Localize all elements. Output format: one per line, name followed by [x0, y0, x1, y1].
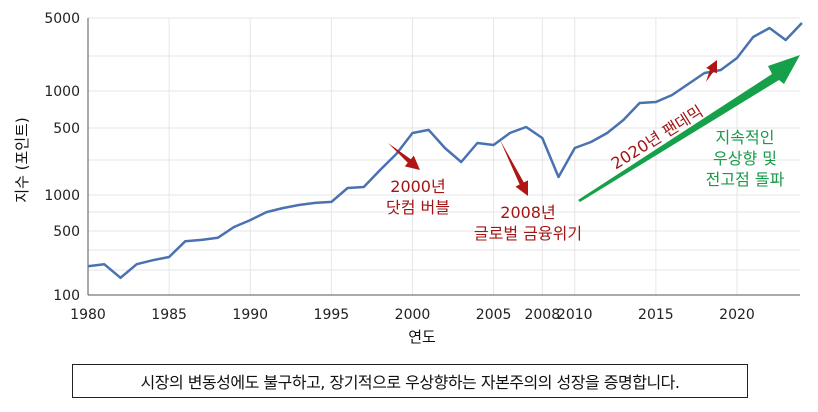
annotation-text: 2020년 팬데믹: [608, 102, 707, 174]
arrow-dotcom-icon: [388, 143, 420, 170]
x-tick-label: 2010: [557, 307, 593, 323]
x-tick-label: 1980: [70, 307, 106, 323]
annotation-text: 2008년: [500, 203, 555, 222]
annotation-text: 전고점 돌파: [706, 170, 785, 189]
y-axis-label: 지수 (포인트): [13, 117, 31, 202]
y-tick-label: 5000: [44, 11, 80, 27]
y-tick-label: 1000: [44, 188, 80, 204]
annotation-text: 2000년: [390, 177, 445, 196]
arrow-2008-icon: [500, 140, 528, 196]
x-tick-label: 1985: [151, 307, 187, 323]
caption-box: 시장의 변동성에도 불구하고, 장기적으로 우상향하는 자본주의의 성장을 증명…: [72, 364, 748, 398]
annotation-text: 닷컴 버블: [386, 198, 450, 217]
annotation-text: 우상향 및: [713, 149, 777, 168]
y-tick-label: 500: [53, 224, 80, 240]
y-tick-label: 1000: [44, 84, 80, 100]
x-tick-label: 2015: [638, 307, 674, 323]
arrow-pandemic-icon: [706, 60, 717, 82]
y-tick-label: 100: [53, 288, 80, 304]
caption-text: 시장의 변동성에도 불구하고, 장기적으로 우상향하는 자본주의의 성장을 증명…: [140, 373, 680, 392]
annotation-text: 글로벌 금융위기: [474, 224, 582, 243]
x-tick-label: 2008: [524, 307, 560, 323]
x-tick-label: 2005: [476, 307, 512, 323]
growth-arrow-icon: [578, 55, 800, 202]
x-tick-label: 1990: [232, 307, 268, 323]
x-axis-label: 연도: [408, 328, 436, 346]
annotation-text: 지속적인: [716, 128, 775, 147]
x-tick-label: 1995: [314, 307, 350, 323]
x-tick-label: 2000: [395, 307, 431, 323]
y-tick-label: 500: [53, 121, 80, 137]
series-line: [87, 22, 803, 280]
x-tick-label: 2020: [719, 307, 755, 323]
